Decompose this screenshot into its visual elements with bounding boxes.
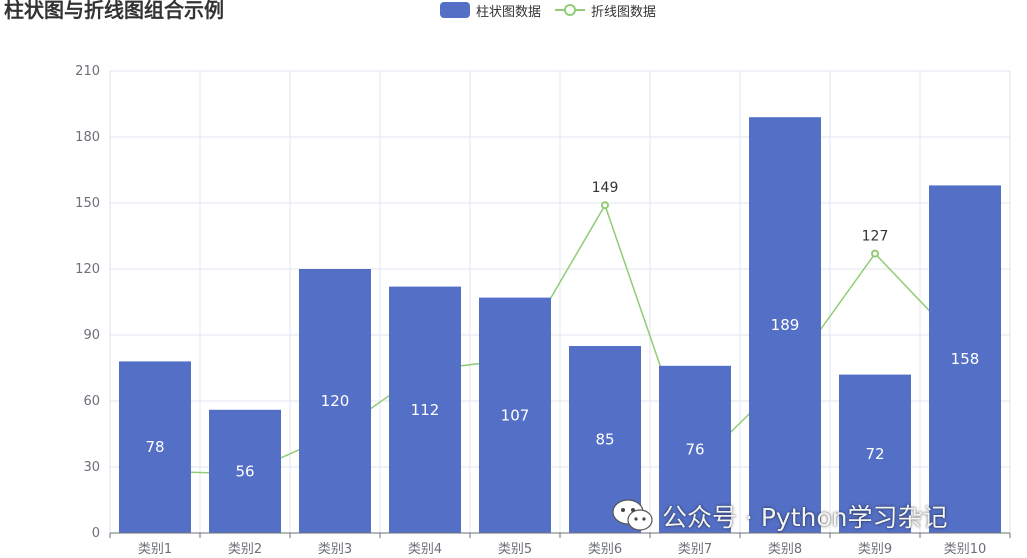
- watermark: 公众号 · Python学习杂记: [612, 498, 948, 534]
- bar-1[interactable]: [119, 361, 191, 533]
- bar-value-label-1: 78: [145, 438, 164, 456]
- bar-3[interactable]: [299, 269, 371, 533]
- watermark-text: 公众号 · Python学习杂记: [662, 503, 948, 532]
- x-tick-label: 类别2: [228, 542, 262, 557]
- x-tick-label: 类别5: [498, 542, 532, 557]
- bar-value-label-4: 112: [411, 401, 440, 419]
- legend-item-line[interactable]: 折线图数据: [555, 1, 656, 20]
- x-tick-label: 类别4: [408, 542, 442, 557]
- line-series: [154, 201, 966, 475]
- bar-8[interactable]: [749, 117, 821, 533]
- y-tick-label: 150: [75, 196, 100, 211]
- x-tick-label: 类别6: [588, 542, 622, 557]
- x-tick-label: 类别7: [678, 542, 712, 557]
- y-tick-label: 90: [83, 328, 100, 343]
- x-tick-label: 类别1: [138, 542, 172, 557]
- wechat-icon: [612, 499, 653, 531]
- line-path: [154, 203, 966, 475]
- y-tick-label: 180: [75, 130, 100, 145]
- bar-value-label-10: 158: [951, 350, 980, 368]
- y-tick-label: 30: [83, 460, 100, 475]
- legend-item-bar[interactable]: 柱状图数据: [440, 1, 541, 20]
- x-tick-label: 类别3: [318, 542, 352, 557]
- bar-value-label-2: 56: [235, 462, 254, 480]
- bar-value-label-9: 72: [865, 445, 884, 463]
- legend-line-label: 折线图数据: [591, 4, 657, 20]
- bar-7[interactable]: [659, 365, 731, 533]
- line-point-6[interactable]: [601, 201, 609, 210]
- bar-value-label-8: 189: [771, 316, 800, 334]
- line-value-label-6: 149: [592, 180, 619, 196]
- legend-bar-label: 柱状图数据: [476, 4, 542, 20]
- bar-value-label-5: 107: [501, 406, 530, 424]
- bar-value-label-3: 120: [321, 392, 350, 410]
- bar-9[interactable]: [839, 374, 911, 533]
- legend-line-swatch: [555, 4, 586, 16]
- axes: 0 30 60 90 120 150 180 210 类别1 类别2 类别3 类别4 类别5 类别6 类别7…: [75, 64, 1011, 557]
- x-tick-label: 类别10: [944, 542, 987, 557]
- data-labels: 78 56 120 112 107 85 76 189 72 158 149 127: [145, 180, 979, 480]
- bar-series: [119, 117, 1001, 533]
- y-tick-label: 60: [83, 394, 100, 409]
- y-tick-label: 210: [75, 64, 100, 79]
- line-value-label-9: 127: [862, 229, 889, 245]
- y-tick-label: 0: [92, 526, 100, 541]
- y-tick-label: 120: [75, 262, 100, 277]
- line-point-9[interactable]: [871, 249, 879, 258]
- legend-bar-swatch: [440, 2, 470, 18]
- bar-4[interactable]: [389, 286, 461, 533]
- bar-2[interactable]: [209, 409, 281, 533]
- bar-10[interactable]: [929, 185, 1001, 533]
- bar-5[interactable]: [479, 297, 551, 533]
- x-tick-label: 类别8: [768, 542, 802, 557]
- bar-value-label-6: 85: [595, 431, 614, 449]
- chart-title: 柱状图与折线图组合示例: [4, 0, 224, 22]
- legend[interactable]: 柱状图数据 折线图数据: [440, 1, 670, 20]
- bar-value-label-7: 76: [685, 440, 704, 458]
- x-tick-label: 类别9: [858, 542, 892, 557]
